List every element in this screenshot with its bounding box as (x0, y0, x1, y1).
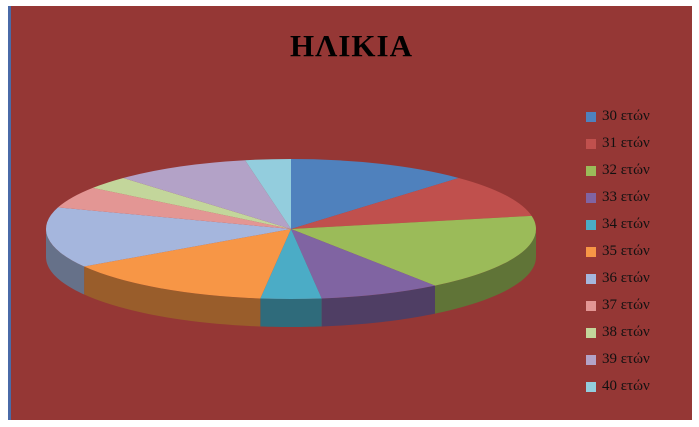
legend-swatch (586, 273, 596, 284)
pie-side-7 (46, 229, 85, 295)
legend-swatch (586, 300, 596, 311)
pie-slice-11 (245, 159, 291, 229)
legend-item: 40 ετών (586, 373, 691, 400)
legend-swatch (586, 138, 596, 149)
pie-slice-9 (92, 177, 291, 229)
legend-swatch (586, 381, 596, 392)
chart-area: ΗΛΙΚΙΑ 30 ετών 31 ετών 32 ετών 33 ετών 34 ετ… (8, 6, 692, 420)
pie-side-4 (321, 285, 436, 327)
legend-item: 33 ετών (586, 184, 691, 211)
legend-label: 39 ετών (602, 351, 650, 367)
legend-item: 31 ετών (586, 130, 691, 157)
legend-item: 38 ετών (586, 319, 691, 346)
pie-slice-3 (291, 215, 537, 286)
pie-chart (45, 159, 537, 327)
legend: 30 ετών 31 ετών 32 ετών 33 ετών 34 ετών 35 ετ… (586, 103, 691, 400)
pie-slice-8 (57, 187, 291, 229)
legend-label: 31 ετών (602, 135, 650, 151)
legend-item: 30 ετών (586, 103, 691, 130)
legend-item: 35 ετών (586, 238, 691, 265)
legend-swatch (586, 327, 596, 338)
chart-title: ΗΛΙΚΙΑ (290, 28, 413, 63)
pie-side-6 (84, 266, 261, 327)
legend-swatch (586, 192, 596, 203)
legend-label: 37 ετών (602, 297, 650, 313)
legend-label: 38 ετών (602, 324, 650, 340)
legend-label: 40 ετών (602, 378, 650, 394)
pie-slice-5 (260, 229, 322, 300)
legend-swatch (586, 165, 596, 176)
legend-item: 37 ετών (586, 292, 691, 319)
legend-label: 34 ετών (602, 216, 650, 232)
legend-item: 32 ετών (586, 157, 691, 184)
legend-item: 39 ετών (586, 346, 691, 373)
legend-label: 33 ετών (602, 189, 650, 205)
pie-side-3 (435, 229, 536, 314)
legend-swatch (586, 219, 596, 230)
legend-label: 36 ετών (602, 270, 650, 286)
pie-slice-7 (45, 207, 291, 267)
pie-slice-10 (123, 160, 291, 229)
pie-slice-1 (291, 159, 459, 229)
legend-swatch (586, 111, 596, 122)
legend-item: 36 ετών (586, 265, 691, 292)
pie-slice-2 (291, 177, 532, 229)
legend-swatch (586, 354, 596, 365)
pie-slice-4 (291, 229, 436, 299)
legend-swatch (586, 246, 596, 257)
pie-slice-6 (84, 229, 291, 299)
legend-label: 30 ετών (602, 108, 650, 124)
legend-item: 34 ετών (586, 211, 691, 238)
pie-side-5 (260, 298, 322, 327)
legend-label: 32 ετών (602, 162, 650, 178)
legend-label: 35 ετών (602, 243, 650, 259)
